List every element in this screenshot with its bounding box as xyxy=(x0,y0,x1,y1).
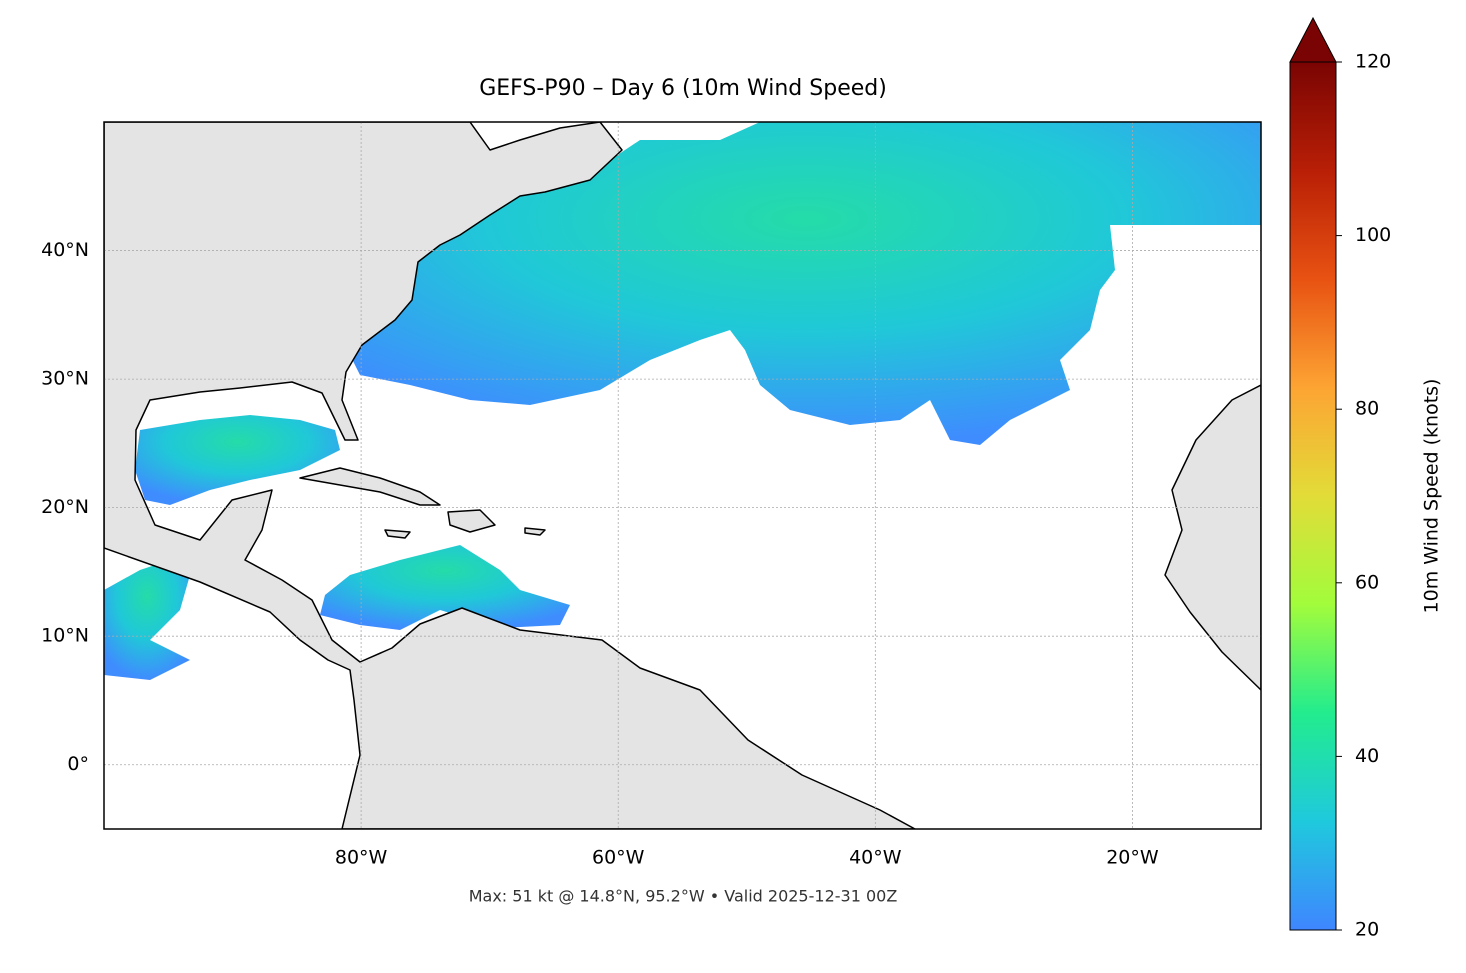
footnote: Max: 51 kt @ 14.8°N, 95.2°W • Valid 2025… xyxy=(469,887,898,906)
land-cuba xyxy=(299,467,441,506)
y-tick-label: 0° xyxy=(67,753,89,775)
colorbar-tick-label: 40 xyxy=(1355,745,1379,767)
y-tick-label: 40°N xyxy=(41,239,89,261)
y-tick-label: 20°N xyxy=(41,496,89,518)
colorbar-tick-label: 60 xyxy=(1355,571,1379,593)
colorbar xyxy=(1289,61,1337,931)
x-tick-label: 60°W xyxy=(592,847,645,869)
colorbar-extend xyxy=(1289,16,1337,63)
land-islands xyxy=(384,527,546,539)
colorbar-tick-label: 80 xyxy=(1355,398,1379,420)
y-tick-label: 30°N xyxy=(41,368,89,390)
chart-title: GEFS-P90 – Day 6 (10m Wind Speed) xyxy=(479,76,887,101)
land-americas xyxy=(104,122,916,829)
wind-gulf xyxy=(135,415,340,505)
land-africa xyxy=(1164,384,1261,691)
x-tick-label: 20°W xyxy=(1106,847,1159,869)
colorbar-tick-label: 120 xyxy=(1355,51,1391,73)
map xyxy=(104,122,1261,829)
colorbar-label: 10m Wind Speed (knots) xyxy=(1421,379,1443,614)
x-tick-label: 80°W xyxy=(335,847,388,869)
wind-atlantic xyxy=(350,122,1261,445)
wind-caribbean xyxy=(320,545,570,630)
land-hispaniola xyxy=(447,509,496,533)
colorbar-tick-label: 100 xyxy=(1355,224,1391,246)
x-tick-label: 40°W xyxy=(849,847,902,869)
wind-pacific xyxy=(104,560,190,680)
colorbar-tick-label: 20 xyxy=(1355,919,1379,941)
y-tick-label: 10°N xyxy=(41,625,89,647)
map-frame xyxy=(103,121,1262,830)
